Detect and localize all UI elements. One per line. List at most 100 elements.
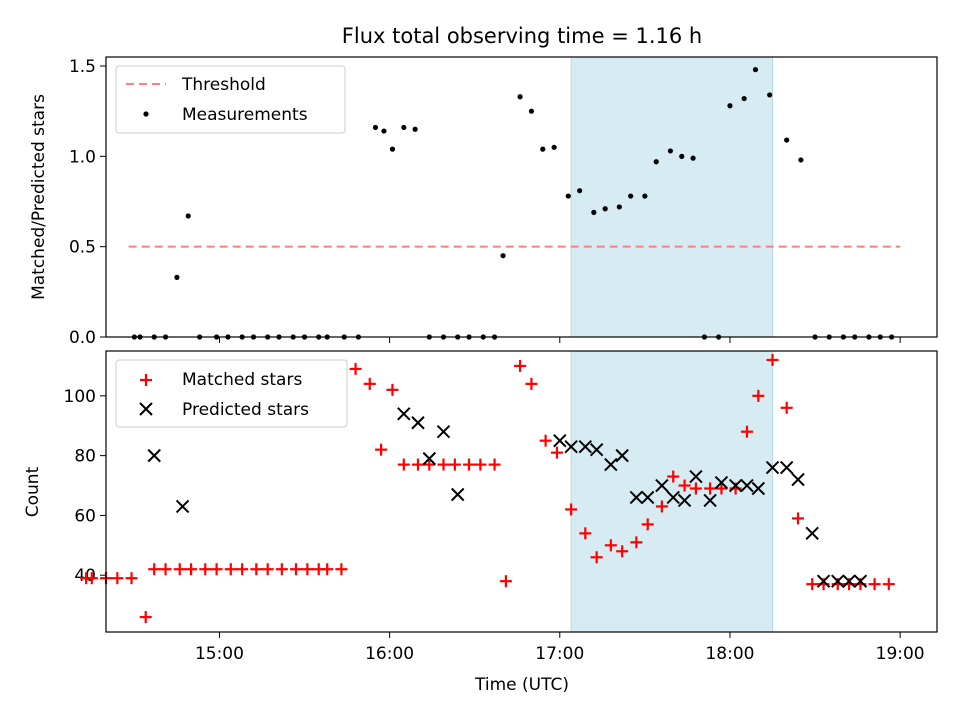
measurement-point bbox=[741, 95, 747, 102]
measurement-point bbox=[577, 188, 583, 194]
measurement-point bbox=[174, 274, 180, 280]
matched-star-point bbox=[275, 563, 288, 576]
predicted-star-point bbox=[831, 574, 845, 588]
measurement-point bbox=[389, 146, 396, 152]
chart-title: Flux total observing time = 1.16 h bbox=[342, 24, 702, 48]
x-tick-label: 19:00 bbox=[876, 644, 925, 664]
measurement-point bbox=[565, 193, 571, 199]
y-tick-label: 0.5 bbox=[69, 238, 96, 258]
y-tick-label: 1.5 bbox=[69, 57, 96, 77]
matched-star-point bbox=[740, 425, 753, 438]
measurement-point bbox=[381, 128, 387, 134]
x-axis-label: Time (UTC) bbox=[474, 675, 569, 695]
predicted-star-point bbox=[147, 448, 161, 463]
matched-star-point bbox=[565, 503, 578, 516]
matched-star-point bbox=[210, 563, 223, 576]
matched-star-point bbox=[616, 545, 629, 558]
predicted-star-point bbox=[604, 457, 618, 472]
measurement-point bbox=[401, 124, 407, 131]
matched-star-point bbox=[590, 551, 603, 564]
predicted-star-point bbox=[791, 472, 805, 487]
matched-star-point bbox=[882, 578, 895, 591]
predicted-star-point bbox=[689, 469, 703, 484]
predicted-star-point bbox=[842, 574, 856, 588]
matched-star-point bbox=[868, 578, 881, 591]
matched-star-point bbox=[199, 563, 212, 576]
predicted-star-point bbox=[805, 526, 819, 541]
measurement-point bbox=[591, 209, 597, 215]
predicted-stars-points bbox=[147, 407, 868, 588]
measurement-point bbox=[616, 204, 622, 210]
matched-star-point bbox=[375, 443, 388, 456]
matched-star-point bbox=[111, 572, 124, 585]
bottom-axes-frame bbox=[105, 350, 938, 633]
bottom-x-ticks: 15:00 16:00 17:00 18:00 19:00 bbox=[195, 632, 925, 664]
matched-star-point bbox=[752, 389, 765, 402]
measurement-point bbox=[551, 144, 557, 150]
measurement-point bbox=[727, 103, 733, 109]
y-tick-label: 1.0 bbox=[69, 147, 96, 167]
matched-star-point bbox=[678, 479, 691, 492]
predicted-star-point bbox=[703, 493, 717, 508]
predicted-star-point bbox=[655, 478, 669, 493]
predicted-star-point bbox=[779, 460, 794, 475]
x-tick-label: 17:00 bbox=[535, 644, 584, 664]
top-axes-frame bbox=[105, 56, 938, 338]
measurement-point bbox=[642, 193, 648, 199]
matched-star-point bbox=[604, 539, 617, 552]
matched-star-point bbox=[349, 362, 362, 375]
y-tick-label: 100 bbox=[64, 387, 96, 407]
matched-star-point bbox=[236, 563, 249, 576]
matched-star-point bbox=[159, 563, 172, 576]
measurement-point bbox=[690, 155, 696, 161]
measurement-point bbox=[767, 92, 773, 98]
matched-star-point bbox=[704, 482, 717, 495]
predicted-star-point bbox=[450, 487, 465, 502]
measurement-point bbox=[372, 124, 379, 131]
matched-star-point bbox=[397, 458, 410, 471]
y-tick-label: 60 bbox=[74, 506, 96, 526]
matched-star-point bbox=[261, 563, 274, 576]
top-highlight-span bbox=[570, 56, 774, 338]
matched-star-point bbox=[437, 458, 450, 471]
matched-star-point bbox=[173, 563, 186, 576]
matched-star-point bbox=[250, 563, 263, 576]
matched-star-point bbox=[463, 458, 476, 471]
matched-star-point bbox=[335, 563, 348, 576]
predicted-star-point bbox=[411, 416, 425, 430]
predicted-star-point bbox=[175, 499, 190, 514]
matched-star-point bbox=[185, 563, 198, 576]
y-tick-label: 0.0 bbox=[69, 328, 96, 348]
predicted-star-point bbox=[816, 574, 831, 588]
matched-star-point bbox=[224, 563, 237, 576]
predicted-star-point bbox=[677, 493, 692, 508]
predicted-star-point bbox=[397, 407, 411, 421]
measurement-point bbox=[528, 108, 535, 114]
measurement-point bbox=[628, 193, 634, 199]
bottom-y-ticks: 406080100 bbox=[64, 387, 106, 586]
matched-star-point bbox=[806, 578, 819, 591]
predicted-star-point bbox=[422, 451, 437, 466]
predicted-star-point bbox=[751, 481, 766, 496]
matched-star-point bbox=[667, 470, 680, 483]
measurement-point bbox=[517, 94, 523, 100]
measurement-point bbox=[185, 213, 191, 219]
measurement-point bbox=[412, 126, 418, 132]
predicted-star-point bbox=[740, 478, 754, 493]
measurement-point bbox=[500, 253, 506, 259]
measurement-point bbox=[540, 146, 546, 152]
matched-star-point bbox=[85, 572, 98, 585]
x-tick-label: 15:00 bbox=[195, 644, 244, 664]
bottom-legend: Matched stars Predicted stars bbox=[115, 359, 348, 428]
matched-stars-points bbox=[80, 353, 895, 624]
predicted-star-point bbox=[615, 448, 629, 463]
matched-star-point bbox=[386, 383, 399, 396]
matched-star-point bbox=[641, 518, 654, 531]
measurement-point bbox=[653, 159, 659, 165]
bottom-legend-box bbox=[115, 359, 348, 428]
predicted-star-point bbox=[728, 478, 743, 493]
predicted-star-point bbox=[564, 439, 578, 454]
measurement-point bbox=[679, 153, 685, 159]
matched-star-point bbox=[792, 512, 805, 525]
